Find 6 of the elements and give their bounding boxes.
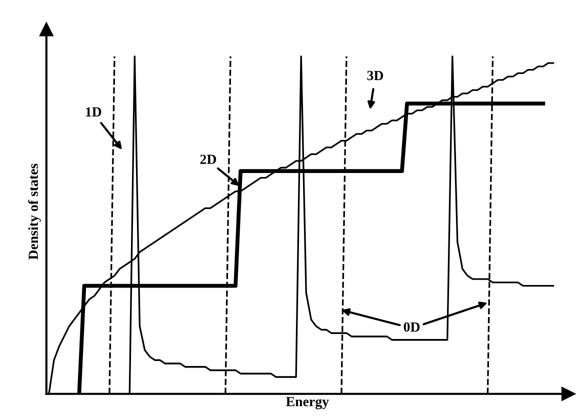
annotation: 2D xyxy=(200,154,216,164)
annotation: 0D xyxy=(404,322,420,332)
x-axis-title: Energy xyxy=(286,397,329,410)
y-axis-title: Density of states xyxy=(28,164,41,260)
annotation: 1D xyxy=(86,107,102,117)
annotation: 3D xyxy=(367,70,384,80)
